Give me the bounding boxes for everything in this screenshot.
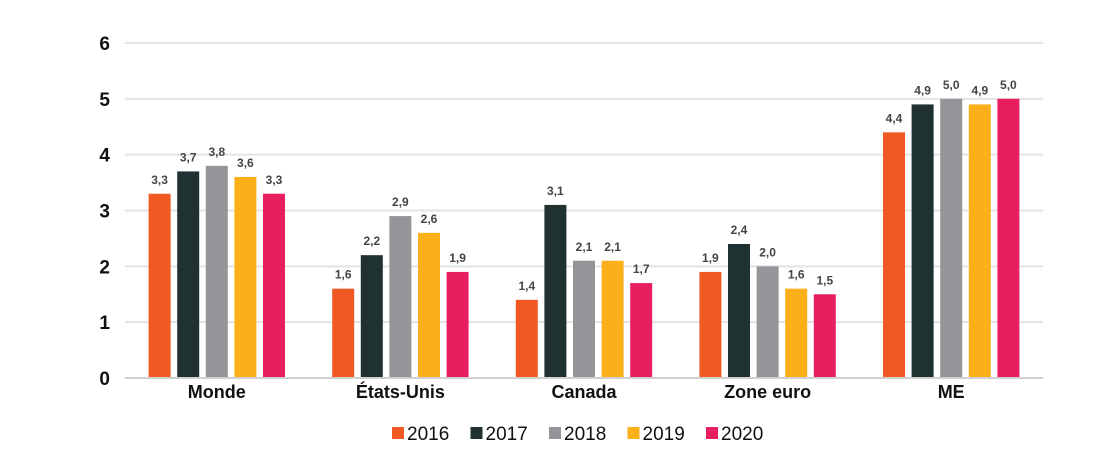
legend-swatch-2018 <box>549 427 561 439</box>
y-tick-label: 1 <box>99 313 110 334</box>
bar-2017 <box>177 171 200 378</box>
bar-2018 <box>389 216 412 378</box>
bar-2016 <box>148 193 171 378</box>
bar-2020 <box>813 294 836 378</box>
bar-2017 <box>728 244 750 378</box>
data-label: 4,9 <box>914 83 931 97</box>
bar-2017 <box>911 104 934 379</box>
y-tick-label: 0 <box>99 369 110 390</box>
bars <box>148 98 1020 379</box>
data-label: 1,4 <box>518 279 535 293</box>
data-label: 3,3 <box>266 173 283 187</box>
x-axis-categories: Monde États-Unis Canada Zone euro ME <box>188 381 965 402</box>
bar-2016 <box>515 299 538 378</box>
legend-swatch-2017 <box>470 427 483 439</box>
data-label: 3,1 <box>547 184 564 198</box>
data-label: 2,2 <box>363 234 380 248</box>
legend-swatch-2019 <box>627 427 640 439</box>
data-label: 2,4 <box>731 223 748 237</box>
data-label: 2,9 <box>392 195 409 209</box>
data-label: 3,3 <box>151 173 168 187</box>
bar-2020 <box>630 283 653 378</box>
data-label: 1,9 <box>702 251 719 265</box>
bar-2018 <box>756 266 779 378</box>
bar-2018 <box>205 165 228 378</box>
bar-2017 <box>544 204 567 378</box>
data-label: 1,5 <box>816 273 833 287</box>
data-label: 1,7 <box>633 262 650 276</box>
x-category-label: Canada <box>551 382 617 402</box>
data-label: 2,6 <box>421 212 438 226</box>
data-label: 2,1 <box>604 240 621 254</box>
bar-2019 <box>601 260 624 378</box>
x-category-label: Zone euro <box>724 382 811 402</box>
bar-2017 <box>360 255 383 378</box>
y-tick-label: 4 <box>99 146 110 167</box>
data-label: 3,6 <box>237 156 254 170</box>
legend-label-2017: 2017 <box>486 424 528 445</box>
y-tick-label: 5 <box>99 90 110 111</box>
y-tick-label: 3 <box>99 202 110 223</box>
data-labels: 3,3 3,7 3,8 3,6 3,3 1,6 2,2 2,9 2,6 1,9 1,4 3,1 2,1 2… <box>151 78 1017 293</box>
legend-swatch-2016 <box>392 427 404 439</box>
bar-2020 <box>997 98 1020 378</box>
bar-2019 <box>968 104 991 379</box>
bar-2016 <box>699 271 722 378</box>
x-category-label: États-Unis <box>356 381 445 402</box>
data-label: 5,0 <box>1000 78 1017 92</box>
legend-label-2016: 2016 <box>407 424 449 445</box>
x-category-label: Monde <box>188 382 246 402</box>
y-axis-ticks: 0 1 2 3 4 5 6 <box>99 34 110 390</box>
bar-2019 <box>785 288 808 378</box>
bar-2019 <box>418 232 440 378</box>
data-label: 1,6 <box>335 268 352 282</box>
x-category-label: ME <box>938 382 965 402</box>
data-label: 4,9 <box>971 83 988 97</box>
bar-2018 <box>940 98 963 378</box>
data-label: 3,8 <box>208 145 225 159</box>
legend-swatch-2020 <box>706 427 718 439</box>
bar-2018 <box>573 260 595 378</box>
legend-label-2018: 2018 <box>564 424 606 445</box>
bar-2020 <box>446 271 469 378</box>
bar-2020 <box>263 193 285 378</box>
data-label: 5,0 <box>943 78 960 92</box>
legend-label-2020: 2020 <box>721 424 763 445</box>
legend: 2016 2017 2018 2019 2020 <box>392 424 763 445</box>
data-label: 3,7 <box>180 150 197 164</box>
y-tick-label: 2 <box>99 257 110 278</box>
y-tick-label: 6 <box>99 34 110 55</box>
data-label: 2,1 <box>576 240 593 254</box>
data-label: 1,9 <box>449 251 466 265</box>
bar-2016 <box>332 288 355 378</box>
data-label: 2,0 <box>759 245 776 259</box>
legend-label-2019: 2019 <box>643 424 685 445</box>
data-label: 4,4 <box>886 111 903 125</box>
bar-2016 <box>883 132 905 378</box>
data-label: 1,6 <box>788 268 805 282</box>
bar-2019 <box>234 177 257 378</box>
